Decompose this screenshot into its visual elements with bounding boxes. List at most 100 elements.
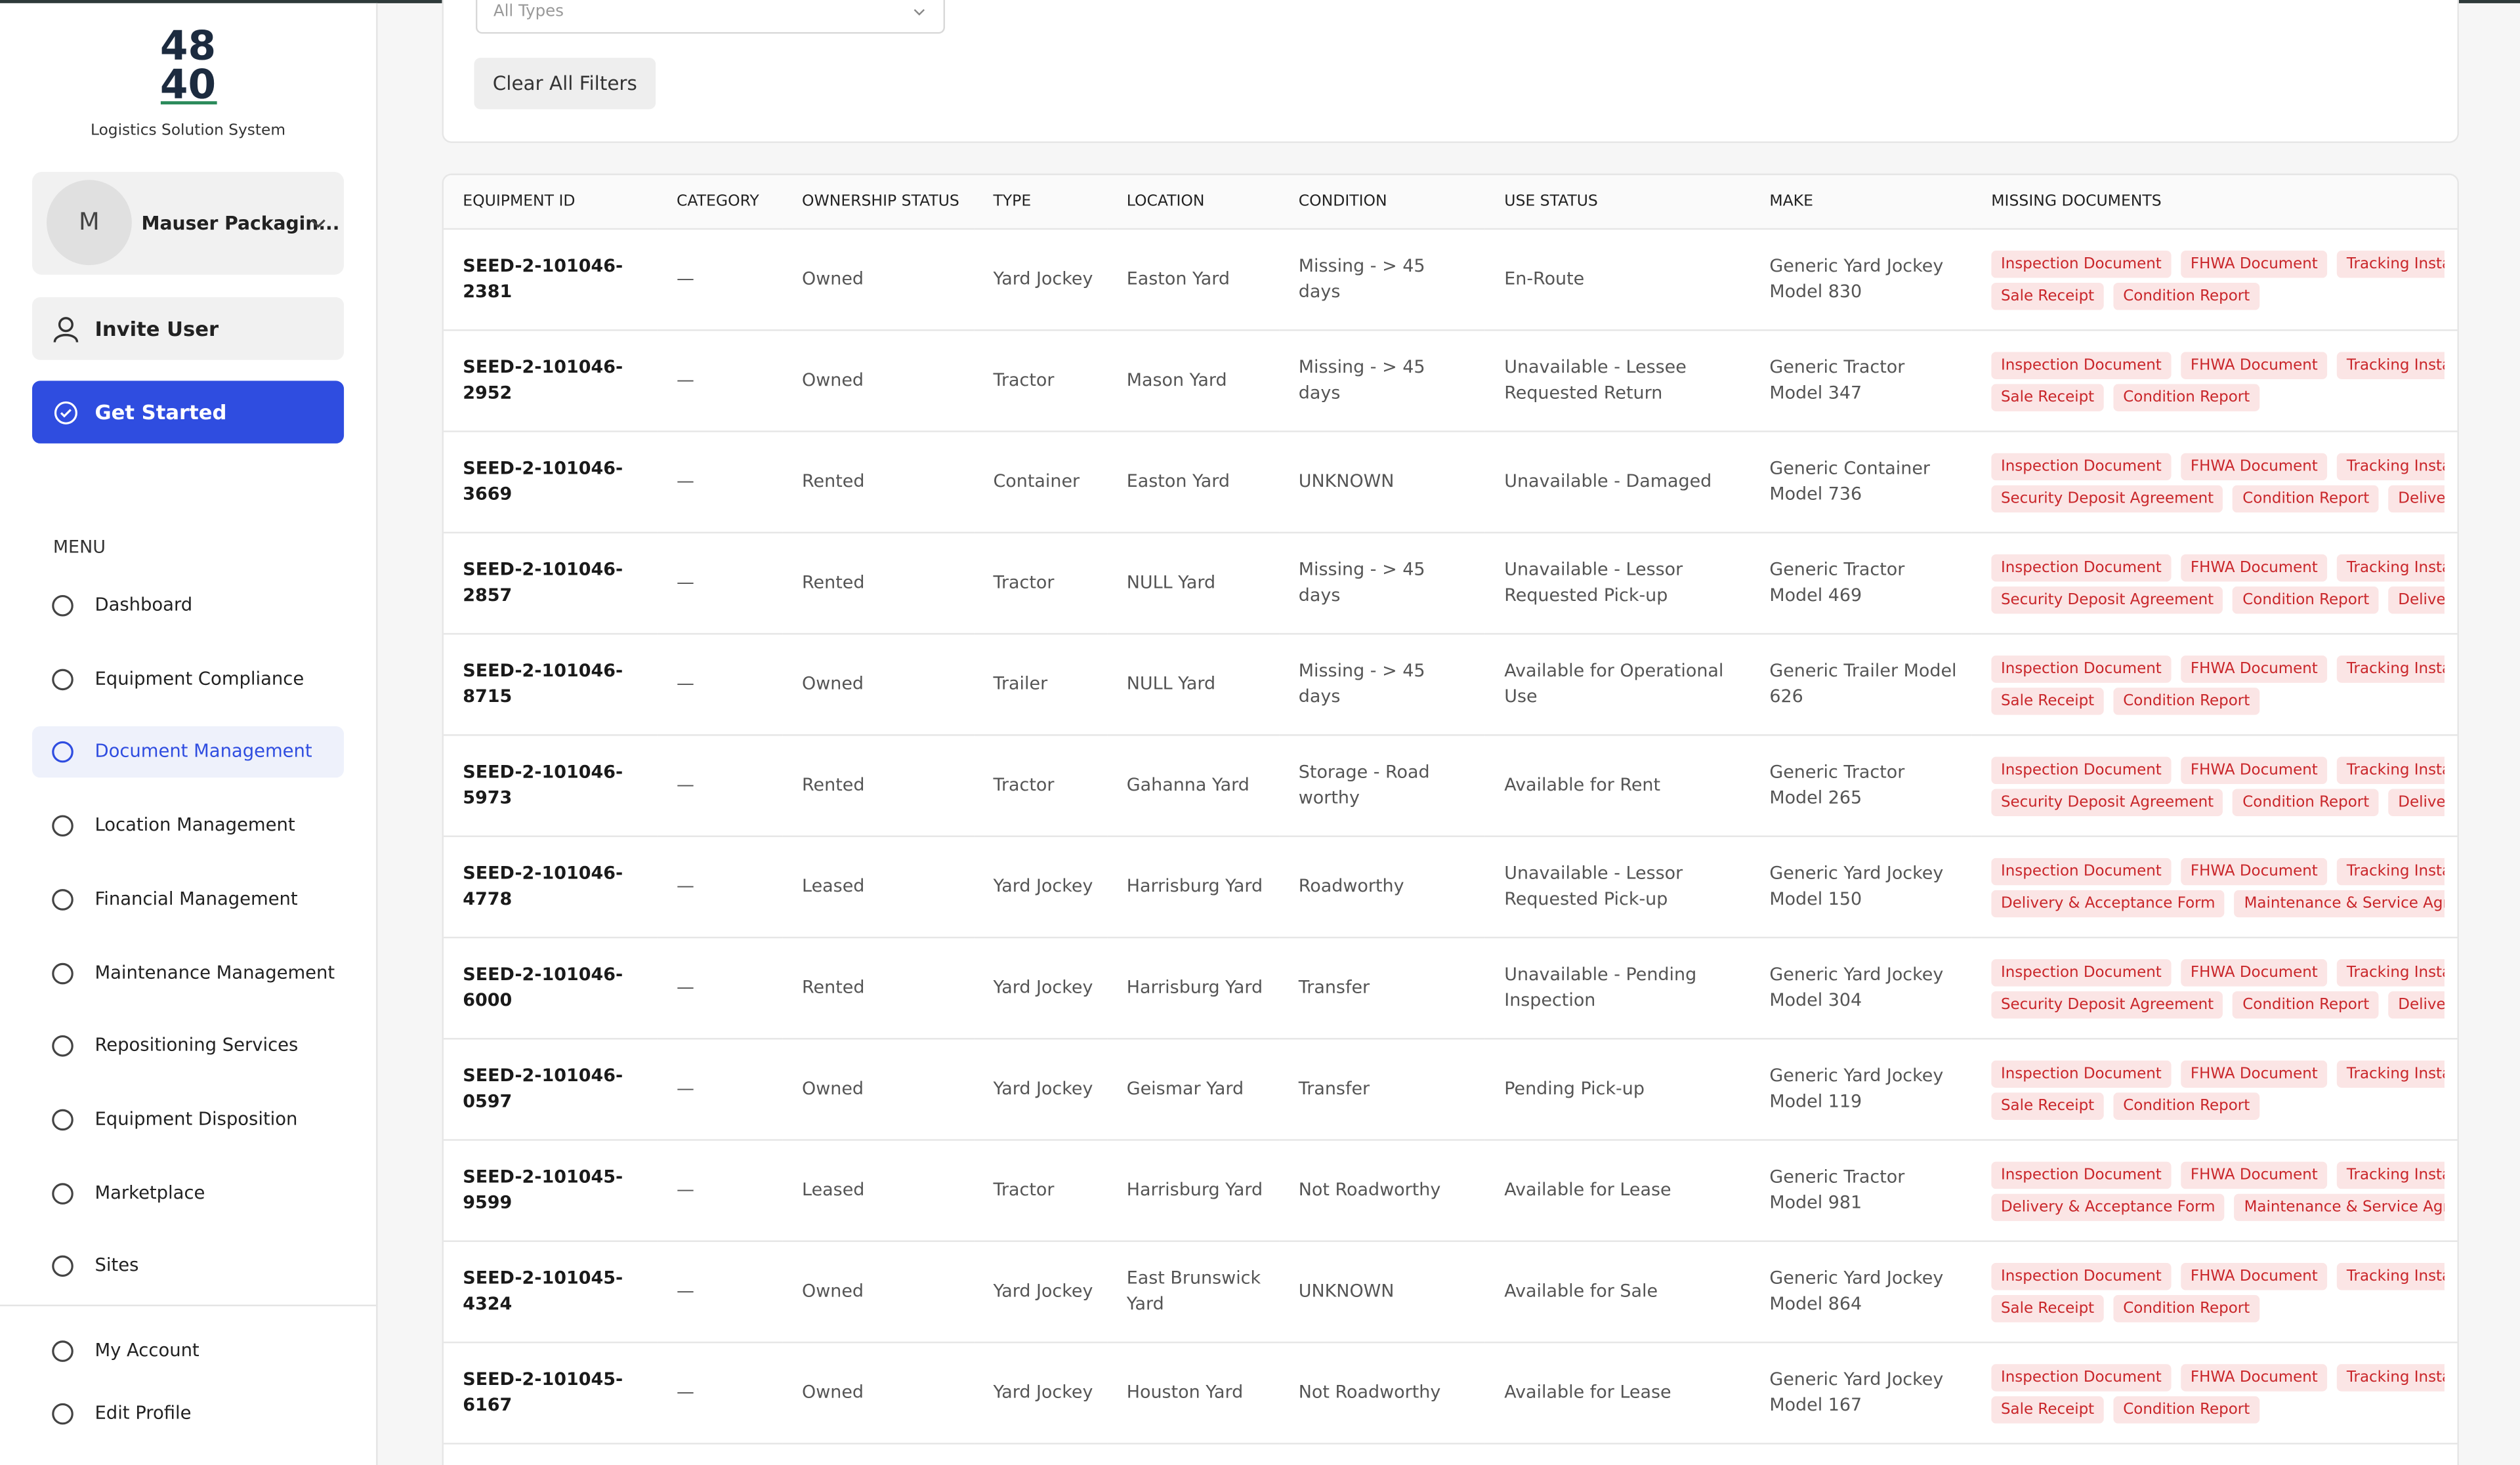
menu-item[interactable]: Location Management	[32, 800, 344, 852]
doc-line: Inspection Document FHWA Document Tracking…	[1991, 452, 2445, 480]
menu-item[interactable]: Financial Management	[32, 874, 344, 925]
cell: Available for Operational Use	[1484, 634, 1750, 736]
filter-card: All Types Clear All Filters	[442, 0, 2459, 143]
doc-line: Security Deposit Agreement Condition Repo…	[1991, 484, 2445, 512]
equipment-id: SEED-2-101046-3669	[443, 431, 658, 534]
doc-tag: Sale Receipt	[1991, 686, 2104, 714]
doc-line: Sale Receipt Condition Report	[1991, 383, 2445, 411]
table-row[interactable]: SEED-2-101046-2381— Owned Yard Jockey Easto…	[443, 228, 2458, 331]
cell: Yard Jockey	[974, 228, 1108, 331]
table-row[interactable]: SEED-2-101046-4778— Leased Yard Jockey Harr…	[443, 836, 2458, 939]
doc-tag: FHWA Document	[2181, 553, 2328, 581]
doc-tag: Inspection Document	[1991, 857, 2172, 885]
column-header: MISSING DOCUMENTS	[1971, 175, 2458, 230]
cell: Owned	[782, 1241, 975, 1344]
sidebar: 48 40 Logistics Solution System M Mauser…	[0, 3, 378, 1465]
avatar: M	[47, 180, 132, 266]
menu-item[interactable]: Repositioning Services	[32, 1021, 344, 1072]
get-started-button[interactable]: Get Started	[32, 381, 345, 444]
cell: NULL Yard	[1107, 532, 1280, 635]
menu-item[interactable]: Marketplace	[32, 1167, 344, 1218]
doc-tag: Maintenance & Service Agreement	[2234, 1193, 2445, 1221]
cell: Missing - > 45 days	[1279, 634, 1485, 736]
table-row[interactable]: SEED-2-101046-6000— Rented Yard Jockey Harr…	[443, 937, 2458, 1040]
cell: Generic Trailer Model 626	[1750, 634, 1972, 736]
cell: —	[657, 228, 783, 331]
equipment-id: SEED-2-101046-6000	[443, 937, 658, 1040]
doc-tag: Sale Receipt	[1991, 1395, 2104, 1423]
table-row[interactable]: SEED-2-101046-3669— Rented Container Easton…	[443, 431, 2458, 534]
menu-icon	[52, 741, 74, 764]
table-row[interactable]: SEED-2-101045-4324— Owned Yard Jockey East …	[443, 1241, 2458, 1344]
cell: Unavailable - Damaged	[1484, 431, 1750, 534]
doc-tag: Tracking Installation Sheet	[2337, 857, 2445, 885]
menu-item[interactable]: Sites	[32, 1241, 344, 1292]
table-body: SEED-2-101046-2381— Owned Yard Jockey Easto…	[443, 228, 2458, 1445]
account-item[interactable]: Edit Profile	[32, 1388, 344, 1439]
cell: Available for Sale	[1484, 1241, 1750, 1344]
user-switcher[interactable]: M Mauser Packagin...	[32, 172, 345, 275]
check-icon	[54, 401, 77, 424]
table-row[interactable]: SEED-2-101046-0597— Owned Yard Jockey Geism…	[443, 1039, 2458, 1141]
cell: Missing - > 45 days	[1279, 228, 1485, 331]
menu-item[interactable]: Equipment Disposition	[32, 1094, 344, 1145]
missing-docs: Inspection Document FHWA Document Tracking…	[1971, 228, 2458, 331]
missing-docs: Inspection Document FHWA Document Tracking…	[1971, 937, 2458, 1040]
table-row[interactable]: SEED-2-101045-9599— Leased Tractor Harrisbu…	[443, 1140, 2458, 1243]
table-row[interactable]: SEED-2-101046-5973— Rented Tractor Gahanna …	[443, 735, 2458, 837]
cell: Generic Tractor Model 469	[1750, 532, 1972, 635]
table-row[interactable]: SEED-2-101046-8715— Owned Trailer NULL Yard…	[443, 634, 2458, 736]
column-header: OWNERSHIP STATUS	[782, 175, 975, 230]
invite-button[interactable]: Invite User	[32, 297, 345, 360]
doc-line: Delivery & Acceptance Form Maintenance & …	[1991, 1193, 2445, 1221]
menu-label: Dashboard	[94, 594, 193, 615]
doc-tag: Condition Report	[2233, 990, 2379, 1018]
account-item[interactable]: My Account	[32, 1325, 344, 1376]
cell: —	[657, 1241, 783, 1344]
missing-docs: Inspection Document FHWA Document Tracking…	[1971, 1039, 2458, 1141]
menu-icon	[52, 815, 74, 837]
cell: Gahanna Yard	[1107, 735, 1280, 837]
menu-item[interactable]: Document Management	[32, 726, 345, 779]
menu-icon	[52, 1035, 74, 1058]
doc-line: Inspection Document FHWA Document Tracking…	[1991, 654, 2445, 682]
cell: Unavailable - Lessor Requested Pick-up	[1484, 836, 1750, 939]
cell: Harrisburg Yard	[1107, 836, 1280, 939]
menu-item[interactable]: Equipment Compliance	[32, 653, 344, 705]
type-select[interactable]: All Types	[475, 0, 946, 34]
type-placeholder: All Types	[493, 3, 564, 21]
doc-line: Delivery & Acceptance Form Maintenance & …	[1991, 889, 2445, 917]
doc-tag: Security Deposit Agreement	[1991, 990, 2223, 1018]
cell: Container	[974, 431, 1108, 534]
cell: —	[657, 1342, 783, 1445]
menu-item[interactable]: Dashboard	[32, 580, 344, 631]
menu-item[interactable]: Maintenance Management	[32, 947, 344, 999]
invite-label: Invite User	[94, 316, 219, 341]
missing-docs: Inspection Document FHWA Document Tracking…	[1971, 431, 2458, 534]
table-row[interactable]: SEED-2-101046-2857— Rented Tractor NULL Yar…	[443, 532, 2458, 635]
table-row[interactable]: SEED-2-101046-2952— Owned Tractor Mason Yar…	[443, 330, 2458, 432]
clear-filters-button[interactable]: Clear All Filters	[474, 58, 656, 110]
divider	[0, 1304, 377, 1307]
cell: —	[657, 634, 783, 736]
cell: NULL Yard	[1107, 634, 1280, 736]
doc-tag: Condition Report	[2113, 1294, 2259, 1322]
cell: Leased	[782, 836, 975, 939]
menu-label: Financial Management	[94, 888, 298, 909]
doc-tag: Sale Receipt	[1991, 1294, 2104, 1322]
doc-tag: Tracking Installation Sheet	[2337, 553, 2445, 581]
doc-tag: Delivery & Acceptance Form	[1991, 1193, 2225, 1221]
table-row[interactable]: SEED-2-101045-6167— Owned Yard Jockey Houst…	[443, 1342, 2458, 1445]
doc-tag: Inspection Document	[1991, 654, 2172, 682]
equipment-id: SEED-2-101046-4778	[443, 836, 658, 939]
doc-line: Security Deposit Agreement Condition Repo…	[1991, 788, 2445, 815]
doc-tag: Tracking Installation Sheet	[2337, 756, 2445, 783]
doc-tag: FHWA Document	[2181, 756, 2328, 783]
menu-icon	[52, 1256, 74, 1277]
equipment-id: SEED-2-101046-8715	[443, 634, 658, 736]
missing-docs: Inspection Document FHWA Document Tracking…	[1971, 634, 2458, 736]
doc-tag: FHWA Document	[2181, 249, 2328, 278]
equipment-id: SEED-2-101045-6167	[443, 1342, 658, 1445]
doc-line: Sale Receipt Condition Report	[1991, 1294, 2445, 1322]
cell: Missing - > 45 days	[1279, 532, 1485, 635]
